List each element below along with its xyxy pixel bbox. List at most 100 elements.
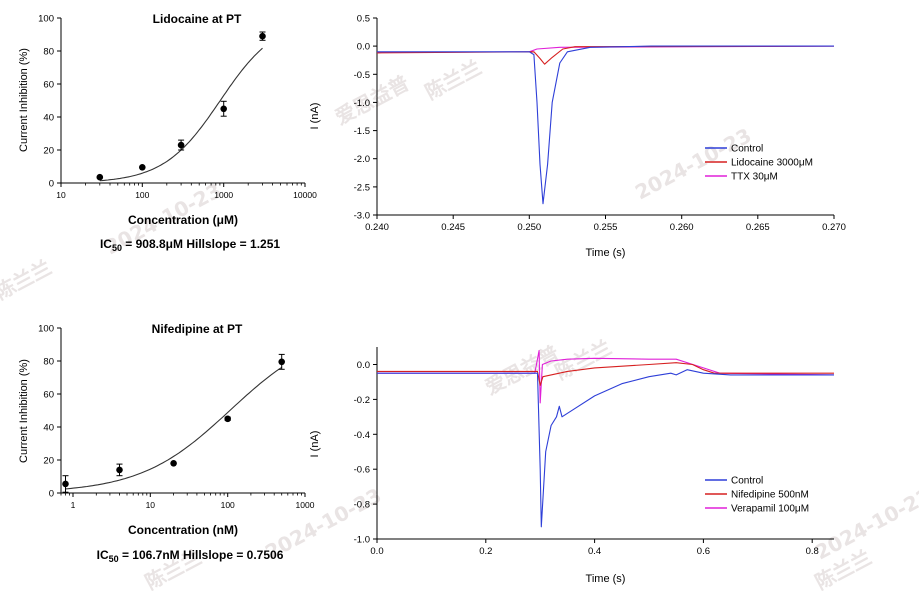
x-tick-label-5: 0.265 bbox=[746, 222, 770, 233]
y-axis-label: Current Inhibition (%) bbox=[18, 48, 30, 152]
x-tick-label-3: 0.6 bbox=[697, 546, 710, 557]
y-tick-label-3: 60 bbox=[43, 80, 54, 91]
legend-label-0: Control bbox=[731, 476, 763, 487]
data-point-4 bbox=[278, 358, 286, 366]
legend-label-2: Verapamil 100μM bbox=[731, 504, 809, 515]
data-point-1 bbox=[116, 466, 123, 474]
series-line-0 bbox=[377, 369, 834, 528]
y-tick-label-3: -1.0 bbox=[354, 98, 370, 109]
y-tick-label-0: 0.5 bbox=[357, 14, 370, 25]
series-line-2 bbox=[377, 349, 835, 404]
x-tick-label-0: 1 bbox=[71, 500, 76, 510]
y-tick-label-0: 0.0 bbox=[357, 360, 370, 371]
y-tick-label-5: 100 bbox=[38, 14, 54, 25]
axes: 0 20 40 60 80 100 1 10 100 1000 Current Inhibition… bbox=[18, 324, 315, 538]
data-point-4 bbox=[259, 32, 266, 40]
ic50-values: = 106.7nM Hillslope = 0.7506 bbox=[119, 548, 284, 562]
ic50-label: IC bbox=[100, 237, 112, 251]
y-tick-label-2: -0.4 bbox=[354, 430, 370, 441]
axes: 0 20 40 60 80 100 10 100 1000 10000 Current Inhibi… bbox=[18, 14, 317, 228]
ic50-result: IC50 = 908.8μM Hillslope = 1.251 bbox=[100, 237, 280, 253]
y-tick-label-1: 20 bbox=[43, 146, 54, 157]
nifedipine-current-trace-chart: 0.0-0.2-0.4-0.6-0.8-1.00.0 0.2 0.4 0.6 0.8I … bbox=[309, 347, 835, 585]
ic50-values: = 908.8μM Hillslope = 1.251 bbox=[122, 237, 280, 251]
x-tick-label-4: 0.260 bbox=[670, 222, 694, 233]
y-tick-label-1: -0.2 bbox=[354, 395, 370, 406]
legend-label-0: Control bbox=[731, 144, 763, 155]
y-tick-label-5: -2.0 bbox=[354, 154, 370, 165]
x-axis-label: Time (s) bbox=[586, 573, 626, 585]
hill-fit-curve bbox=[99, 47, 263, 182]
ic50-subscript: 50 bbox=[109, 554, 119, 564]
x-axis-label: Concentration (nM) bbox=[128, 523, 238, 537]
y-tick-label-5: -1.0 bbox=[354, 535, 370, 546]
y-axis-label: I (nA) bbox=[309, 431, 321, 458]
watermark-text-3: 陈兰兰 bbox=[421, 55, 485, 104]
x-tick-label-3: 1000 bbox=[296, 500, 315, 510]
watermark-text-2: 爱思益普 bbox=[331, 71, 413, 130]
y-tick-label-1: 0.0 bbox=[357, 42, 370, 53]
ic50-subscript: 50 bbox=[112, 243, 122, 253]
axes: 0.5 0.0 -0.5 -1.0 -1.5 -2.0 -2.5 -3.00.240 0.245… bbox=[309, 14, 846, 260]
x-tick-label-1: 100 bbox=[135, 190, 149, 200]
ic50-label: IC bbox=[97, 548, 109, 562]
y-tick-label-4: 80 bbox=[43, 47, 54, 58]
x-tick-label-0: 0.240 bbox=[365, 222, 389, 233]
x-tick-label-3: 0.255 bbox=[594, 222, 618, 233]
x-tick-label-1: 0.2 bbox=[479, 546, 492, 557]
hill-fit-curve bbox=[65, 366, 283, 490]
legend: Control Nifedipine 500nM Verapamil 100μM bbox=[705, 476, 809, 515]
lidocaine-dose-response-chart: 0 20 40 60 80 100 10 100 1000 10000 Current Inhibi… bbox=[18, 12, 317, 253]
y-tick-label-1: 20 bbox=[43, 456, 54, 467]
nifedipine-dose-response-chart: 0 20 40 60 80 100 1 10 100 1000 Current Inhibition… bbox=[18, 322, 315, 564]
legend-label-1: Nifedipine 500nM bbox=[731, 490, 809, 501]
x-tick-label-2: 0.4 bbox=[588, 546, 601, 557]
data-point-3 bbox=[220, 105, 227, 113]
data-point-2 bbox=[177, 141, 185, 149]
y-axis-label: Current Inhibition (%) bbox=[18, 359, 30, 463]
data-point-0 bbox=[62, 480, 69, 488]
x-tick-label-6: 0.270 bbox=[822, 222, 846, 233]
x-tick-label-3: 10000 bbox=[293, 190, 317, 200]
x-tick-label-2: 100 bbox=[221, 500, 235, 510]
y-tick-label-4: 80 bbox=[43, 357, 54, 368]
y-tick-label-3: 60 bbox=[43, 390, 54, 401]
y-tick-label-0: 0 bbox=[49, 179, 54, 190]
y-tick-label-6: -2.5 bbox=[354, 182, 370, 193]
x-tick-label-0: 0.0 bbox=[370, 546, 383, 557]
y-tick-label-0: 0 bbox=[49, 489, 54, 500]
x-tick-label-1: 10 bbox=[146, 500, 156, 510]
x-axis-label: Time (s) bbox=[586, 247, 626, 259]
y-tick-label-4: -0.8 bbox=[354, 500, 370, 511]
y-tick-label-4: -1.5 bbox=[354, 126, 370, 137]
y-axis-label: I (nA) bbox=[309, 103, 321, 130]
axes: 0.0-0.2-0.4-0.6-0.8-1.00.0 0.2 0.4 0.6 0.8I … bbox=[309, 347, 834, 585]
series-line-0 bbox=[377, 45, 834, 205]
lidocaine-current-trace-chart: 0.5 0.0 -0.5 -1.0 -1.5 -2.0 -2.5 -3.00.240 0.245… bbox=[309, 14, 846, 260]
y-tick-label-2: 40 bbox=[43, 113, 54, 124]
x-axis-label: Concentration (μM) bbox=[128, 213, 238, 227]
x-tick-label-2: 0.250 bbox=[517, 222, 541, 233]
x-tick-label-1: 0.245 bbox=[441, 222, 465, 233]
watermark-text-5: 爱思益普 bbox=[481, 341, 563, 400]
series-line-1 bbox=[377, 362, 834, 386]
x-tick-label-4: 0.8 bbox=[806, 546, 819, 557]
watermark-text-0: 陈兰兰 bbox=[0, 255, 55, 304]
x-tick-label-0: 10 bbox=[56, 190, 66, 200]
chart-title: Nifedipine at PT bbox=[152, 322, 243, 336]
y-tick-label-2: 40 bbox=[43, 423, 54, 434]
x-tick-label-2: 1000 bbox=[214, 190, 233, 200]
data-point-2 bbox=[170, 460, 177, 467]
y-tick-label-2: -0.5 bbox=[354, 70, 370, 81]
chart-title: Lidocaine at PT bbox=[153, 12, 242, 26]
y-tick-label-3: -0.6 bbox=[354, 465, 370, 476]
data-point-1 bbox=[139, 164, 146, 171]
series-line-1 bbox=[376, 45, 835, 65]
y-tick-label-5: 100 bbox=[38, 324, 54, 335]
y-tick-label-7: -3.0 bbox=[354, 211, 370, 222]
legend-label-2: TTX 30μM bbox=[731, 172, 778, 183]
data-point-0 bbox=[96, 173, 104, 181]
legend-label-1: Lidocaine 3000μM bbox=[731, 158, 813, 169]
legend: Control Lidocaine 3000μM TTX 30μM bbox=[705, 144, 813, 183]
